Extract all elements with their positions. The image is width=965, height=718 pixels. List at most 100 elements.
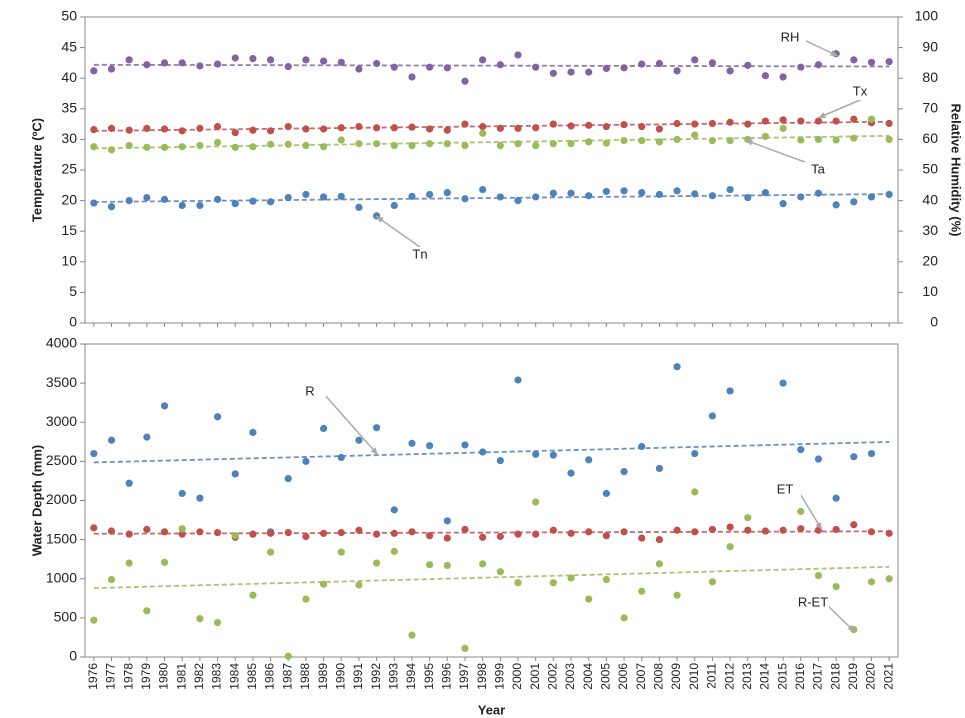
point bbox=[373, 59, 381, 68]
point bbox=[213, 122, 222, 131]
point bbox=[160, 143, 169, 151]
point bbox=[585, 192, 593, 200]
point bbox=[549, 120, 557, 128]
point bbox=[726, 387, 734, 395]
series-label: Tn bbox=[412, 246, 427, 261]
y-axis-title: Water Depth (mm) bbox=[29, 445, 44, 556]
point bbox=[178, 530, 186, 538]
x-tick-label: 2010 bbox=[687, 663, 701, 690]
point bbox=[319, 143, 328, 151]
point bbox=[850, 453, 858, 461]
x-tick-label: 1992 bbox=[369, 663, 383, 690]
point bbox=[178, 143, 186, 151]
point bbox=[125, 126, 133, 134]
point bbox=[426, 125, 434, 133]
point bbox=[196, 528, 204, 536]
point bbox=[479, 185, 487, 194]
y-axis-title: Temperature (ºC) bbox=[29, 118, 44, 222]
x-tick-label: 1981 bbox=[174, 663, 188, 690]
point bbox=[567, 189, 575, 197]
trend-line bbox=[93, 530, 890, 535]
point bbox=[867, 115, 876, 123]
x-tick-label: 1997 bbox=[457, 663, 471, 690]
point bbox=[408, 528, 416, 536]
point bbox=[90, 143, 98, 151]
point bbox=[514, 579, 522, 587]
point bbox=[426, 561, 434, 569]
point bbox=[160, 558, 169, 566]
point bbox=[532, 63, 540, 71]
y2-tick-label: 20 bbox=[922, 253, 938, 269]
x-tick-label: 1984 bbox=[227, 663, 241, 690]
point bbox=[143, 61, 151, 69]
point bbox=[196, 201, 204, 210]
point bbox=[885, 58, 893, 66]
annotation-bg bbox=[804, 162, 834, 178]
x-tick-label: 2021 bbox=[881, 663, 895, 690]
point bbox=[302, 56, 310, 64]
point bbox=[850, 521, 858, 529]
point bbox=[602, 139, 610, 147]
point bbox=[284, 140, 292, 148]
x-tick-label: 1979 bbox=[139, 663, 153, 690]
point bbox=[90, 67, 98, 75]
point bbox=[761, 189, 770, 197]
point bbox=[337, 136, 345, 144]
point bbox=[408, 439, 416, 447]
x-tick-label: 2019 bbox=[846, 663, 860, 690]
x-tick-label: 2003 bbox=[563, 663, 577, 690]
series-label: R bbox=[305, 383, 314, 398]
trend-line bbox=[93, 63, 890, 68]
y-tick-label: 0 bbox=[69, 648, 77, 664]
point bbox=[514, 376, 522, 384]
point bbox=[620, 121, 628, 129]
annotation-bg bbox=[799, 595, 829, 611]
point bbox=[408, 73, 416, 81]
point bbox=[585, 528, 593, 536]
point bbox=[160, 125, 169, 133]
point bbox=[779, 200, 787, 208]
point bbox=[249, 55, 257, 63]
point bbox=[638, 137, 646, 145]
point bbox=[90, 524, 98, 532]
point bbox=[178, 127, 186, 135]
point bbox=[585, 595, 593, 603]
y-tick-label: 50 bbox=[61, 8, 77, 24]
point bbox=[532, 193, 540, 201]
point bbox=[779, 73, 787, 81]
x-tick-label: 1989 bbox=[316, 663, 330, 690]
point bbox=[426, 140, 434, 148]
annotation-bg bbox=[406, 247, 436, 263]
point bbox=[355, 436, 363, 444]
point bbox=[461, 441, 469, 449]
point bbox=[302, 595, 310, 603]
point bbox=[496, 568, 504, 576]
point bbox=[655, 190, 664, 199]
point bbox=[125, 530, 133, 538]
y-tick-label: 0 bbox=[69, 314, 77, 330]
point bbox=[620, 528, 628, 536]
point bbox=[249, 197, 257, 205]
x-tick-label: 2011 bbox=[705, 663, 719, 689]
point bbox=[496, 141, 504, 150]
point bbox=[319, 193, 328, 201]
point bbox=[638, 122, 646, 131]
point bbox=[284, 62, 292, 71]
trend-line bbox=[93, 193, 890, 203]
point bbox=[443, 517, 451, 525]
y-tick-label: 500 bbox=[54, 609, 78, 625]
trend-line bbox=[93, 120, 890, 132]
point bbox=[426, 532, 434, 540]
point bbox=[691, 528, 699, 536]
point bbox=[90, 449, 98, 458]
x-tick-label: 1986 bbox=[263, 663, 277, 690]
point bbox=[337, 124, 345, 132]
x-tick-label: 2017 bbox=[811, 663, 825, 690]
point bbox=[213, 413, 222, 421]
point bbox=[673, 363, 681, 371]
point bbox=[832, 201, 840, 209]
point bbox=[691, 131, 699, 139]
point bbox=[620, 467, 628, 476]
point bbox=[461, 195, 469, 203]
